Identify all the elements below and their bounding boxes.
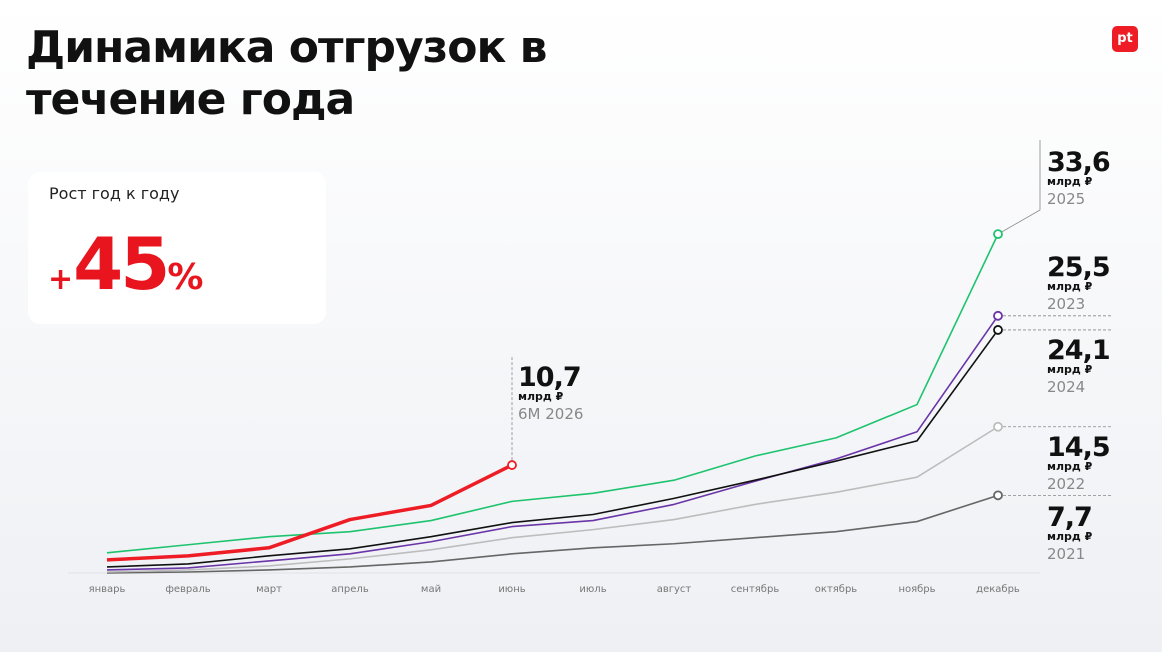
series-line: [106, 315, 999, 571]
x-tick-label: июнь: [498, 584, 525, 595]
unit-label: млрд ₽: [1047, 280, 1093, 293]
series-line: [106, 329, 999, 568]
x-tick-label: июль: [579, 584, 606, 595]
kpi-suffix: %: [167, 257, 204, 298]
logo: pt: [1112, 26, 1138, 52]
unit-label: млрд ₽: [1047, 363, 1093, 376]
series-name: 6M 2026: [518, 405, 583, 423]
end-point: [993, 325, 1003, 335]
x-tick-label: март: [256, 584, 282, 595]
unit-label: млрд ₽: [1047, 460, 1093, 473]
value-label: 25,5: [1047, 252, 1110, 283]
kpi-label: Рост год к году: [49, 184, 180, 203]
leader-line: [997, 140, 1041, 235]
x-tick-label: январь: [89, 584, 126, 595]
value-label: 24,1: [1047, 335, 1110, 366]
x-tick-label: ноябрь: [898, 584, 935, 595]
x-tick-label: май: [421, 584, 441, 595]
x-tick-label: август: [657, 584, 692, 595]
series-line: [106, 426, 999, 573]
end-point: [993, 490, 1003, 501]
series-line: [106, 494, 999, 574]
series-name: 2025: [1047, 190, 1085, 208]
x-tick-label: декабрь: [976, 584, 1020, 595]
x-tick-label: октябрь: [815, 584, 858, 595]
series-line: [106, 463, 513, 562]
x-tick-label: апрель: [331, 584, 369, 595]
x-tick-label: сентябрь: [731, 584, 780, 595]
series-name: 2021: [1047, 545, 1085, 563]
unit-label: млрд ₽: [518, 390, 564, 403]
value-label: 33,6: [1047, 147, 1110, 178]
value-label: 7,7: [1047, 502, 1092, 533]
unit-label: млрд ₽: [1047, 530, 1093, 543]
series-name: 2024: [1047, 378, 1085, 396]
unit-label: млрд ₽: [1047, 175, 1093, 188]
kpi-number: 45: [73, 222, 170, 306]
end-point: [993, 310, 1003, 321]
x-tick-label: февраль: [165, 584, 210, 595]
end-point: [507, 460, 517, 470]
value-label: 10,7: [518, 362, 581, 393]
series-name: 2023: [1047, 295, 1085, 313]
end-point: [993, 229, 1003, 240]
kpi-value: +45%: [48, 222, 203, 306]
title: Динамика отгрузок в течение года: [26, 22, 548, 125]
series-name: 2022: [1047, 475, 1085, 493]
kpi-prefix: +: [48, 262, 74, 297]
series-line: [106, 233, 999, 554]
end-point: [993, 421, 1003, 432]
kpi-card: Рост год к году +45%: [28, 172, 326, 324]
value-label: 14,5: [1047, 432, 1110, 463]
